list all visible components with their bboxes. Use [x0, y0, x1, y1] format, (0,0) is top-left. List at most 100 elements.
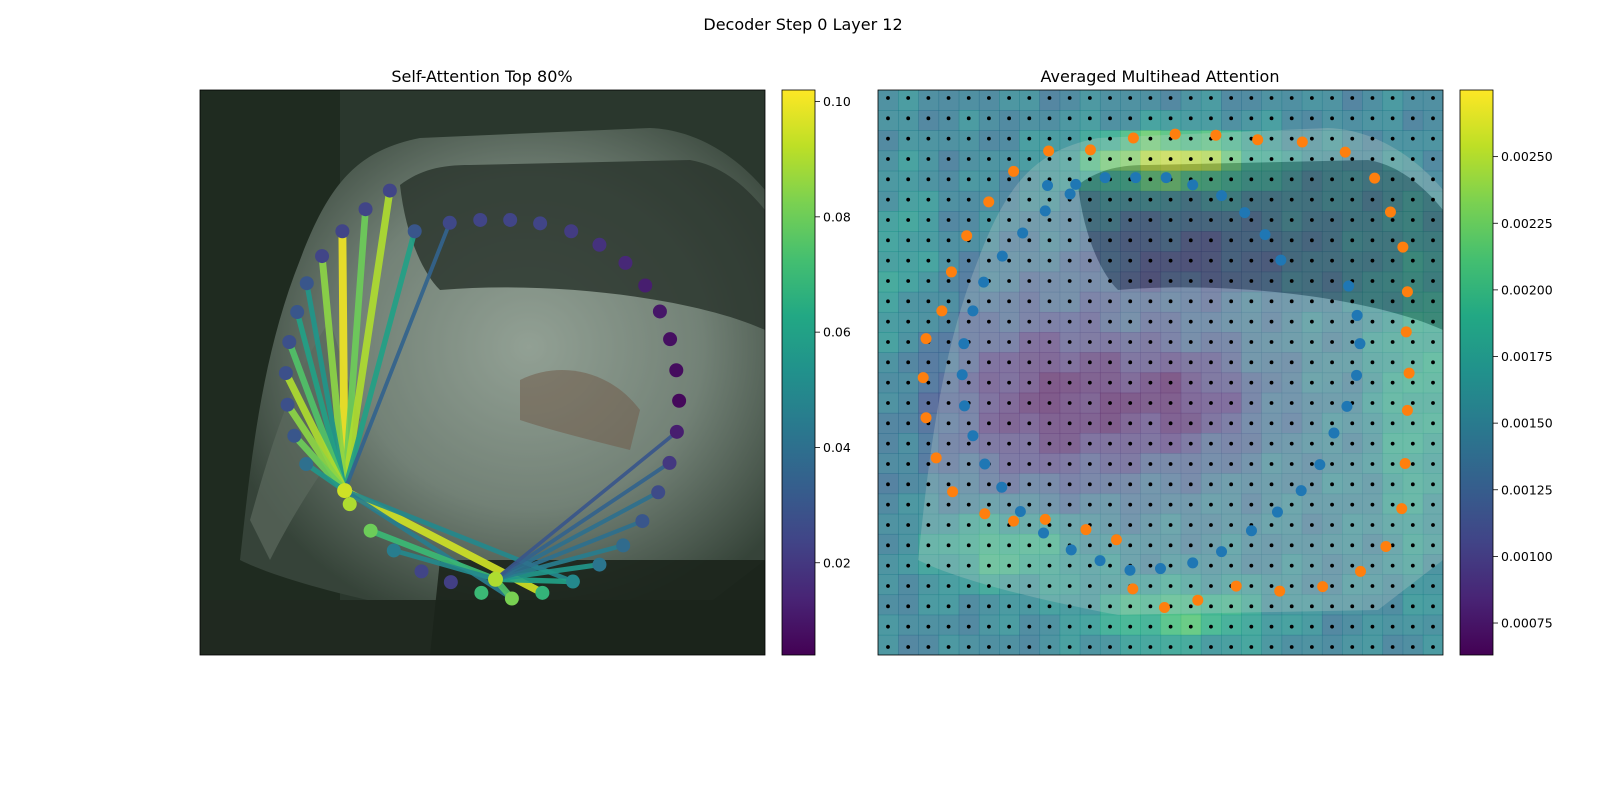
grid-dot [1067, 136, 1072, 141]
grid-dot [946, 299, 951, 304]
grid-dot [1108, 116, 1112, 121]
grid-dot [1431, 116, 1435, 121]
heatmap-cell [978, 634, 1000, 655]
outer-point [947, 486, 959, 498]
grid-dot [987, 177, 991, 182]
grid-dot [1007, 502, 1012, 507]
grid-dot [1370, 238, 1375, 243]
grid-dot [1128, 401, 1133, 405]
grid-dot [1390, 401, 1395, 405]
grid-dot [1047, 258, 1052, 263]
grid-dot [1431, 299, 1435, 304]
grid-dot [1249, 421, 1254, 426]
grid-dot [1209, 645, 1213, 649]
grid-dot [1350, 645, 1355, 649]
grid-dot [1229, 563, 1234, 568]
inner-point [1094, 555, 1106, 567]
grid-dot [1067, 279, 1072, 283]
grid-dot [1229, 197, 1234, 202]
outer-point [1127, 583, 1139, 595]
grid-dot [1330, 96, 1334, 100]
grid-dot [966, 319, 971, 324]
grid-dot [1249, 482, 1254, 487]
grid-dot [1390, 197, 1395, 202]
grid-dot [966, 279, 971, 283]
grid-dot [1067, 482, 1072, 487]
inner-point [1351, 369, 1363, 381]
grid-dot [1108, 197, 1112, 202]
grid-dot [1027, 543, 1032, 548]
heatmap-cell [898, 150, 919, 172]
grid-dot [1209, 360, 1213, 365]
grid-dot [1350, 360, 1355, 365]
grid-dot [906, 380, 911, 385]
heatmap-cell [1281, 110, 1303, 131]
grid-dot [1188, 441, 1193, 446]
grid-dot [1390, 543, 1395, 548]
grid-dot [1289, 136, 1294, 141]
grid-dot [1390, 584, 1395, 588]
grid-dot [1269, 645, 1274, 649]
grid-dot [1229, 645, 1234, 649]
grid-dot [1209, 197, 1213, 202]
heatmap-cell [1079, 110, 1101, 131]
averaged-attention-colorbar: 0.00075 0.00100 0.00125 0.00150 0.00175 0.002… [1459, 89, 1553, 656]
grid-dot [1229, 258, 1234, 263]
grid-dot [1390, 421, 1395, 426]
grid-dot [1108, 421, 1112, 426]
grid-dot [1269, 380, 1274, 385]
heatmap-cell [1382, 90, 1404, 111]
grid-dot [1390, 238, 1395, 243]
grid-dot [1350, 380, 1355, 385]
grid-dot [1087, 136, 1092, 141]
grid-dot [1431, 462, 1435, 466]
heatmap-cell [1342, 90, 1363, 111]
heatmap-cell [1362, 110, 1384, 131]
inner-point [1351, 309, 1363, 321]
grid-dot [926, 319, 931, 324]
grid-dot [1350, 197, 1355, 202]
heatmap-cell [1342, 110, 1363, 131]
grid-dot [1309, 299, 1314, 304]
grid-dot [1188, 401, 1193, 405]
grid-dot [1390, 279, 1395, 283]
inner-point [1160, 172, 1172, 184]
grid-dot [987, 360, 991, 365]
heatmap-cell [1200, 90, 1222, 111]
grid-dot [1269, 624, 1274, 629]
grid-dot [1047, 116, 1052, 121]
outer-point [1230, 580, 1242, 592]
heatmap-cell [1059, 90, 1081, 111]
heatmap-cell [1079, 150, 1101, 172]
grid-dot [1108, 96, 1112, 100]
grid-dot [1007, 584, 1012, 588]
grid-dot [1330, 401, 1334, 405]
grid-dot [1410, 502, 1415, 507]
grid-dot [1067, 319, 1072, 324]
grid-dot [886, 157, 890, 161]
grid-dot [1309, 584, 1314, 588]
outer-point [1397, 241, 1409, 253]
grid-dot [1188, 96, 1193, 100]
grid-dot [906, 584, 911, 588]
grid-dot [1410, 401, 1415, 405]
grid-dot [1229, 299, 1234, 304]
grid-dot [906, 218, 911, 222]
heatmap-cell [978, 90, 1000, 111]
grid-dot [1390, 157, 1395, 161]
grid-dot [1330, 238, 1334, 243]
grid-dot [1390, 624, 1395, 629]
grid-dot [1067, 502, 1072, 507]
grid-dot [1249, 258, 1254, 263]
attention-line [493, 490, 661, 582]
inner-point [1275, 254, 1287, 266]
grid-dot [1047, 523, 1052, 527]
grid-dot [1350, 238, 1355, 243]
outer-point [1380, 541, 1392, 553]
colorbar-tick-label: 0.02 [823, 555, 851, 570]
grid-dot [1330, 360, 1334, 365]
outer-point [1210, 129, 1222, 141]
grid-dot [1047, 645, 1052, 649]
grid-dot [1148, 543, 1153, 548]
heatmap-cell [1241, 634, 1262, 655]
